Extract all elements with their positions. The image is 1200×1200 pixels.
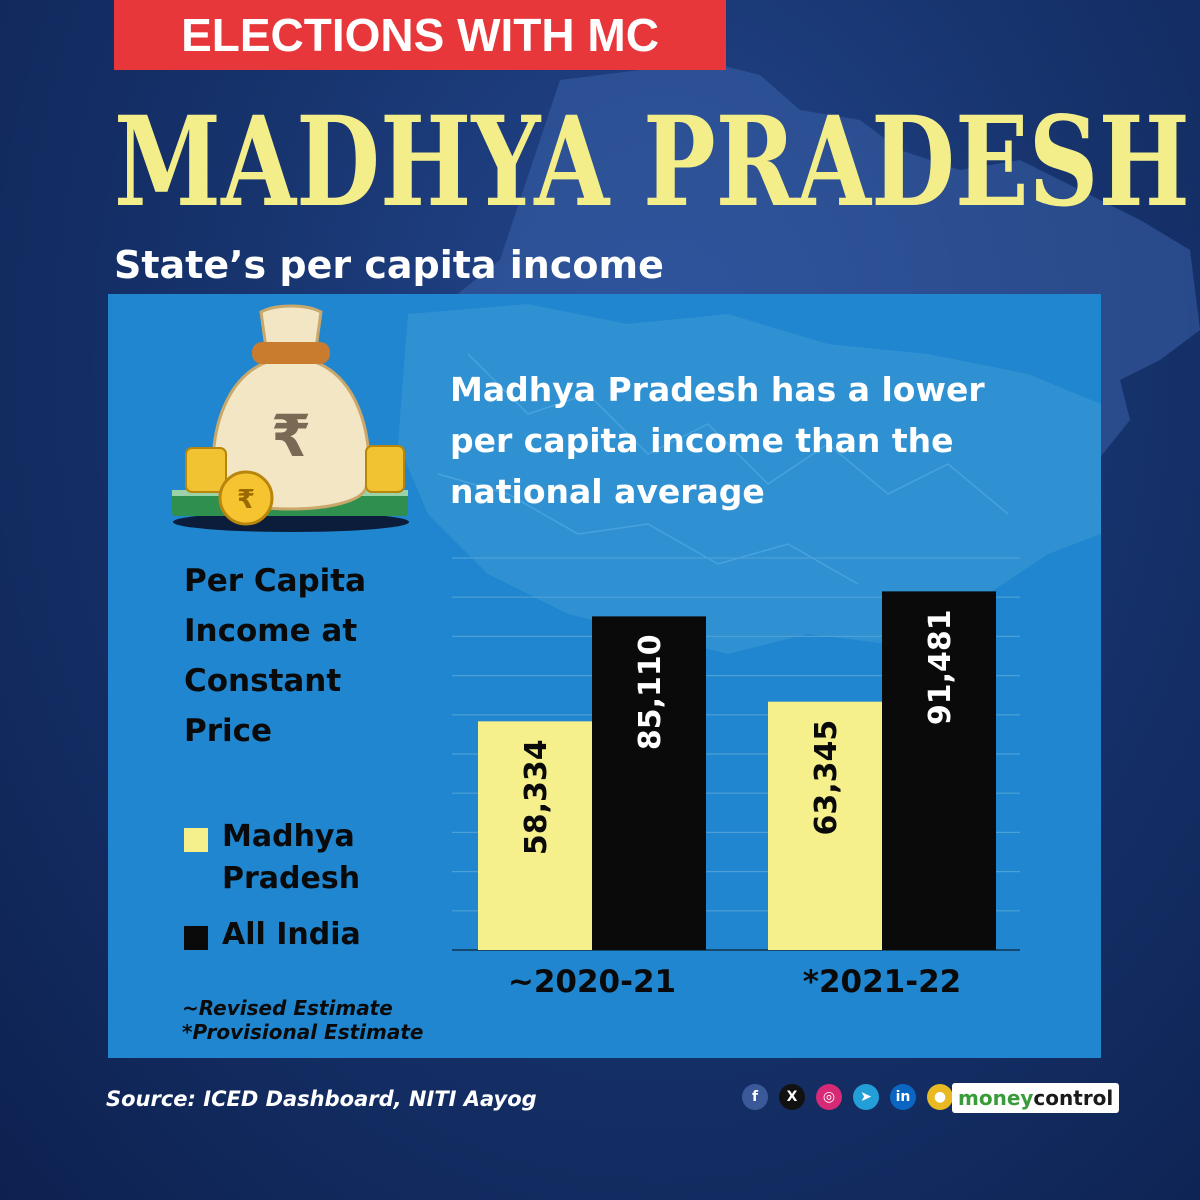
bar-madhya-pradesh-1 (768, 701, 882, 950)
x-tick-label-0: ~2020-21 (508, 964, 676, 1000)
chart-headline: Madhya Pradesh has a lower per capita in… (450, 370, 985, 511)
facebook-icon[interactable]: f (742, 1084, 768, 1110)
note-revised: ~Revised Estimate (182, 996, 393, 1020)
chart-legend: Madhya Pradesh All India (184, 816, 444, 970)
series-banner: ELECTIONS WITH MC (114, 0, 726, 70)
y-axis-label: Per Capita Income at Constant Price (184, 563, 367, 749)
banner-label: ELECTIONS WITH MC (181, 9, 659, 61)
legend-label-all-india: All India (222, 917, 361, 952)
bar-all-india-0 (592, 616, 706, 950)
data-label-all-india-0: 85,110 (633, 634, 668, 750)
x-tick-label-1: *2021-22 (803, 964, 962, 1000)
moneycontrol-logo[interactable]: money control (952, 1083, 1120, 1113)
podcast-icon[interactable]: ● (927, 1084, 953, 1110)
x-icon[interactable]: X (779, 1084, 805, 1110)
legend-swatch-all-india (184, 926, 208, 950)
source-credit: Source: ICED Dashboard, NITI Aayog (106, 1087, 537, 1111)
chart-panel: ₹ ₹ Madhya Pradesh has a lower per capit… (108, 294, 1101, 1058)
instagram-icon[interactable]: ◎ (816, 1084, 842, 1110)
bar-chart: 58,334 85,110 ~2020-21 63,345 91,481 *2021-22 (452, 557, 1020, 1000)
legend-item-all-india: All India (184, 914, 444, 956)
brand-word-money: money (958, 1086, 1034, 1110)
estimate-notes: ~Revised Estimate *Provisional Estimate (182, 996, 424, 1044)
bar-madhya-pradesh-0 (478, 721, 592, 950)
social-icons: f X ◎ ➤ in ● (742, 1084, 964, 1110)
svg-text:₹: ₹ (271, 402, 311, 470)
panel-map-overlay (398, 304, 1101, 654)
legend-swatch-madhya-pradesh (184, 828, 208, 852)
page-title: MADHYA PRADESH (114, 90, 1190, 235)
legend-label-madhya-pradesh: Madhya Pradesh (222, 819, 361, 896)
telegram-icon[interactable]: ➤ (853, 1084, 879, 1110)
brand-word-control: control (1033, 1086, 1114, 1110)
money-bag-icon: ₹ ₹ (172, 304, 409, 532)
page-subtitle: State’s per capita income (114, 243, 664, 287)
data-label-all-india-1: 91,481 (923, 609, 958, 725)
linkedin-icon[interactable]: in (890, 1084, 916, 1110)
note-provisional: *Provisional Estimate (182, 1020, 424, 1044)
bar-all-india-1 (882, 591, 996, 950)
legend-item-madhya-pradesh: Madhya Pradesh (184, 816, 444, 900)
svg-text:₹: ₹ (237, 485, 255, 515)
data-label-madhya-pradesh-0: 58,334 (519, 739, 554, 855)
data-label-madhya-pradesh-1: 63,345 (809, 720, 844, 836)
